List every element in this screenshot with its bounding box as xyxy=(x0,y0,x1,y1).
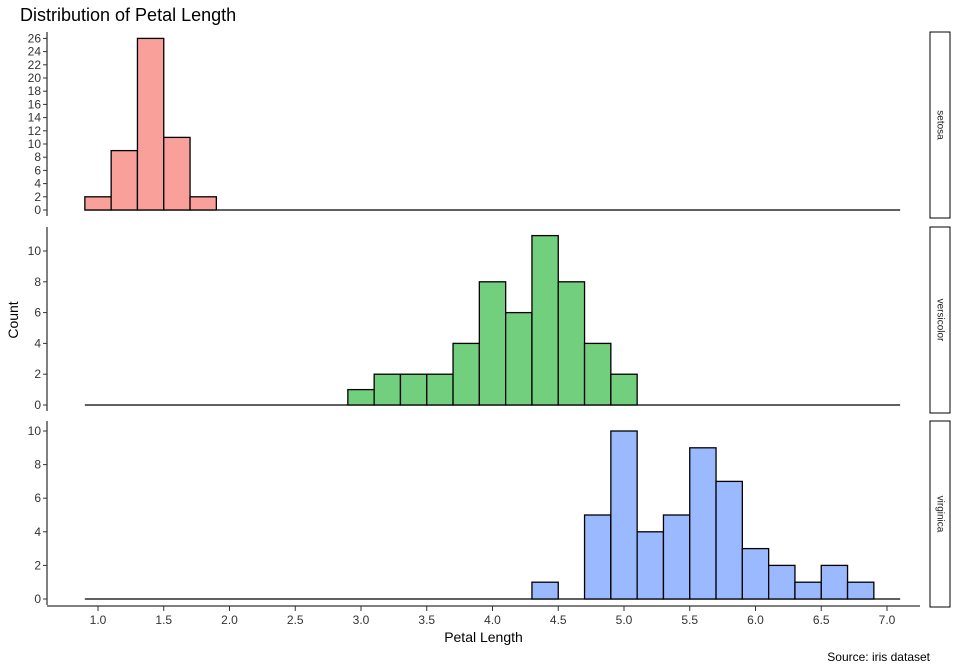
y-tick-label-setosa-4: 4 xyxy=(34,177,41,191)
bar-virginica-6.4 xyxy=(794,581,822,600)
bar-versicolor-4.4 xyxy=(531,234,559,406)
y-tick-label-setosa-10: 10 xyxy=(28,137,42,151)
bar-setosa-1.4 xyxy=(136,37,165,211)
y-tick-label-setosa-6: 6 xyxy=(34,163,41,177)
bar-setosa-1.6 xyxy=(163,136,191,211)
x-tick-label-3.5: 3.5 xyxy=(418,613,435,627)
x-axis-title: Petal Length xyxy=(444,629,523,645)
x-tick-label-3.0: 3.0 xyxy=(353,613,370,627)
bar-virginica-5.2 xyxy=(636,531,665,600)
bar-versicolor-4.2 xyxy=(504,311,533,406)
x-tick-label-1.0: 1.0 xyxy=(90,613,107,627)
y-tick-label-setosa-0: 0 xyxy=(34,203,41,217)
bar-versicolor-3.6 xyxy=(426,373,454,406)
bar-virginica-5.0 xyxy=(610,430,638,600)
y-tick-label-setosa-24: 24 xyxy=(28,45,42,59)
y-tick-label-versicolor-2: 2 xyxy=(34,367,41,381)
bar-virginica-5.6 xyxy=(689,447,717,600)
chart-caption: Source: iris dataset xyxy=(827,650,930,664)
y-tick-label-setosa-26: 26 xyxy=(28,31,42,45)
bar-versicolor-3.0 xyxy=(347,388,375,406)
y-tick-label-versicolor-4: 4 xyxy=(34,336,41,350)
y-tick-label-versicolor-8: 8 xyxy=(34,275,41,289)
y-tick-label-setosa-14: 14 xyxy=(28,111,42,125)
chart-title: Distribution of Petal Length xyxy=(20,5,237,25)
y-tick-label-virginica-0: 0 xyxy=(34,592,41,606)
bar-virginica-6.8 xyxy=(846,581,875,600)
y-tick-label-setosa-2: 2 xyxy=(34,190,41,204)
y-axis-title: Count xyxy=(5,301,21,338)
x-tick-label-6.0: 6.0 xyxy=(747,613,764,627)
bar-versicolor-5.0 xyxy=(610,373,638,406)
y-tick-label-setosa-22: 22 xyxy=(28,58,42,72)
bar-versicolor-4.8 xyxy=(583,342,612,406)
y-tick-label-versicolor-6: 6 xyxy=(34,306,41,320)
y-tick-label-virginica-2: 2 xyxy=(34,558,41,572)
y-tick-label-setosa-16: 16 xyxy=(28,97,42,111)
x-tick-label-4.5: 4.5 xyxy=(550,613,567,627)
bar-setosa-1.2 xyxy=(110,149,139,211)
bar-versicolor-4.6 xyxy=(557,281,586,406)
bar-versicolor-3.2 xyxy=(373,373,402,406)
y-tick-label-setosa-12: 12 xyxy=(28,124,42,138)
y-tick-label-setosa-20: 20 xyxy=(28,71,42,85)
y-tick-label-virginica-10: 10 xyxy=(28,424,42,438)
y-tick-label-versicolor-10: 10 xyxy=(28,244,42,258)
bar-setosa-1.8 xyxy=(189,196,218,211)
bar-versicolor-3.4 xyxy=(399,373,428,406)
strip-label-virginica: virginica xyxy=(934,496,945,533)
y-tick-label-setosa-18: 18 xyxy=(28,84,42,98)
y-tick-label-setosa-8: 8 xyxy=(34,150,41,164)
bar-versicolor-3.8 xyxy=(452,342,480,406)
x-tick-label-5.5: 5.5 xyxy=(681,613,698,627)
x-tick-label-6.5: 6.5 xyxy=(813,613,830,627)
y-tick-label-versicolor-0: 0 xyxy=(34,398,41,412)
x-tick-label-7.0: 7.0 xyxy=(879,613,896,627)
strip-box-setosa xyxy=(929,31,951,219)
bar-setosa-1.0 xyxy=(84,196,112,211)
x-tick-label-2.5: 2.5 xyxy=(287,613,304,627)
strip-box-virginica xyxy=(929,420,951,608)
bar-virginica-6.2 xyxy=(768,564,796,600)
x-tick-label-4.0: 4.0 xyxy=(484,613,501,627)
bar-virginica-6.0 xyxy=(741,547,770,600)
y-tick-label-virginica-4: 4 xyxy=(34,525,41,539)
strip-label-setosa: setosa xyxy=(934,110,945,140)
strip-box-versicolor xyxy=(929,226,951,414)
x-tick-label-2.0: 2.0 xyxy=(221,613,238,627)
strip-label-versicolor: versicolor xyxy=(934,299,945,342)
x-tick-label-5.0: 5.0 xyxy=(616,613,633,627)
bar-versicolor-4.0 xyxy=(478,281,507,406)
bar-virginica-5.8 xyxy=(715,480,743,600)
bar-virginica-4.8 xyxy=(583,514,612,600)
y-tick-label-virginica-8: 8 xyxy=(34,458,41,472)
bar-virginica-6.6 xyxy=(820,564,849,600)
bar-virginica-4.4 xyxy=(531,581,559,600)
y-tick-label-virginica-6: 6 xyxy=(34,491,41,505)
x-tick-label-1.5: 1.5 xyxy=(155,613,172,627)
bar-virginica-5.4 xyxy=(662,514,691,600)
